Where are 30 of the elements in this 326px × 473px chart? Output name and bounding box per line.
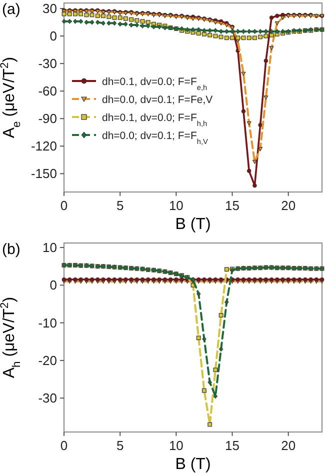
x-tick-label: 0 <box>60 438 68 453</box>
x-tick-label: 10 <box>168 438 184 453</box>
legend-label: dh=0.0; dv=0.1; F=F$_{h,V}$ <box>102 130 208 146</box>
y-tick-label: -60 <box>38 84 57 99</box>
y-tick-label: -20 <box>38 352 57 368</box>
x-axis-title: B (T) <box>175 456 211 473</box>
y-tick-label: -30 <box>38 56 57 72</box>
y-tick-label: -10 <box>38 315 57 330</box>
x-tick-label: 20 <box>281 438 296 453</box>
y-tick-label: -150 <box>30 166 57 182</box>
y-tick-label: 10 <box>42 240 57 256</box>
x-tick-label: 15 <box>225 198 240 213</box>
x-tick-label: 10 <box>168 198 184 213</box>
y-tick-label: 0 <box>50 28 57 44</box>
legend-label: dh=0.1, dv=0.0; F=F$_{e,h}$ <box>102 76 208 92</box>
x-tick-label: 0 <box>60 198 68 213</box>
x-tick-label: 15 <box>225 438 240 453</box>
chart-title: (b) <box>2 241 20 258</box>
y-tick-label: -30 <box>38 390 57 406</box>
x-tick-label: 5 <box>116 198 124 213</box>
y-tick-label: -90 <box>38 111 57 126</box>
y-tick-label: -120 <box>30 138 57 154</box>
legend-label: dh=0.0, dv=0.1; F=Fe,V <box>102 94 213 106</box>
chart-title: (a) <box>2 1 20 18</box>
x-axis-title: B (T) <box>175 216 211 233</box>
y-tick-label: 30 <box>42 1 57 16</box>
x-tick-label: 20 <box>281 198 296 213</box>
x-tick-label: 5 <box>116 438 124 453</box>
y-tick-label: 0 <box>50 278 57 293</box>
legend-label: dh=0.1, dv=0.0; F=F$_{h,h}$ <box>102 112 208 128</box>
